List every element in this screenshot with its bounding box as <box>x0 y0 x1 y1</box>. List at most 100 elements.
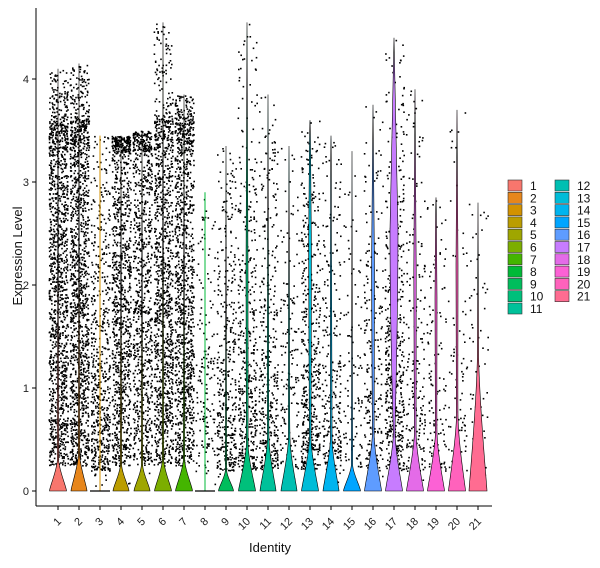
jitter-point <box>108 209 110 211</box>
jitter-point <box>50 132 52 135</box>
jitter-point <box>75 442 78 445</box>
jitter-point <box>112 227 115 229</box>
jitter-point <box>117 211 120 213</box>
jitter-point <box>52 257 55 259</box>
jitter-point <box>60 306 62 309</box>
jitter-point <box>87 120 90 122</box>
jitter-point <box>123 138 125 141</box>
jitter-point <box>90 332 93 334</box>
jitter-point <box>132 172 135 175</box>
jitter-point <box>115 458 118 460</box>
jitter-point <box>83 284 86 286</box>
jitter-point <box>147 435 149 438</box>
jitter-point <box>81 302 84 304</box>
jitter-point <box>55 220 58 222</box>
jitter-point <box>86 251 88 254</box>
jitter-point <box>80 151 82 154</box>
jitter-point <box>83 264 86 267</box>
jitter-point <box>83 137 85 140</box>
jitter-point <box>124 352 126 355</box>
jitter-point <box>75 226 77 228</box>
jitter-point <box>148 224 151 227</box>
jitter-point <box>90 327 93 330</box>
jitter-point <box>103 168 106 170</box>
jitter-point <box>87 91 89 94</box>
jitter-point <box>101 257 104 260</box>
jitter-point <box>74 345 77 348</box>
jitter-point <box>84 81 87 84</box>
jitter-point <box>96 294 99 297</box>
jitter-point <box>92 457 94 460</box>
jitter-point <box>67 410 69 413</box>
jitter-point <box>150 331 153 334</box>
jitter-point <box>134 442 137 444</box>
jitter-point <box>77 357 79 360</box>
jitter-point <box>118 261 121 264</box>
jitter-point <box>80 222 83 224</box>
jitter-point <box>135 170 138 172</box>
jitter-point <box>147 136 150 138</box>
jitter-point <box>75 244 78 247</box>
jitter-point <box>129 264 131 266</box>
jitter-point <box>83 355 86 358</box>
jitter-point <box>102 399 104 401</box>
jitter-point <box>115 298 118 301</box>
jitter-point <box>72 445 75 448</box>
jitter-point <box>102 425 104 428</box>
jitter-point <box>128 273 130 275</box>
jitter-point <box>81 326 83 328</box>
jitter-point <box>122 293 125 296</box>
jitter-point <box>130 389 132 392</box>
jitter-point <box>91 431 94 433</box>
jitter-point <box>52 334 55 336</box>
jitter-point <box>61 277 64 279</box>
jitter-point <box>61 260 63 263</box>
jitter-point <box>107 463 110 466</box>
jitter-point <box>56 160 59 162</box>
jitter-point <box>115 461 117 464</box>
jitter-point <box>52 389 55 391</box>
jitter-point <box>75 262 78 264</box>
jitter-point <box>53 120 56 123</box>
jitter-point <box>73 250 76 253</box>
jitter-point <box>81 401 83 403</box>
jitter-point <box>142 418 145 420</box>
jitter-point <box>70 214 72 216</box>
jitter-point <box>96 386 99 389</box>
jitter-point <box>124 146 126 148</box>
jitter-point <box>75 461 77 464</box>
jitter-point <box>135 321 138 323</box>
jitter-point <box>144 393 146 396</box>
jitter-point <box>140 135 142 137</box>
jitter-point <box>83 392 85 394</box>
jitter-point <box>147 241 150 243</box>
jitter-point <box>63 163 66 166</box>
jitter-point <box>107 467 109 469</box>
jitter-point <box>60 235 63 238</box>
jitter-point <box>139 329 142 332</box>
jitter-point <box>75 290 78 292</box>
jitter-point <box>118 404 121 406</box>
jitter-point <box>64 283 66 285</box>
jitter-point <box>105 421 107 424</box>
jitter-point <box>54 378 56 381</box>
jitter-point <box>126 240 128 243</box>
jitter-point <box>61 184 63 187</box>
jitter-point <box>134 199 136 201</box>
jitter-point <box>124 376 126 378</box>
jitter-point <box>91 425 93 428</box>
jitter-point <box>101 214 104 217</box>
jitter-point <box>123 351 126 354</box>
jitter-point <box>70 220 72 222</box>
jitter-point <box>141 266 144 269</box>
jitter-point <box>114 457 117 460</box>
jitter-point <box>84 397 87 399</box>
jitter-point <box>128 464 130 467</box>
jitter-point <box>49 208 52 210</box>
jitter-point <box>114 215 116 218</box>
jitter-point <box>70 349 72 352</box>
jitter-point <box>128 386 131 388</box>
jitter-point <box>148 261 150 263</box>
jitter-point <box>147 410 149 412</box>
jitter-point <box>62 298 64 300</box>
